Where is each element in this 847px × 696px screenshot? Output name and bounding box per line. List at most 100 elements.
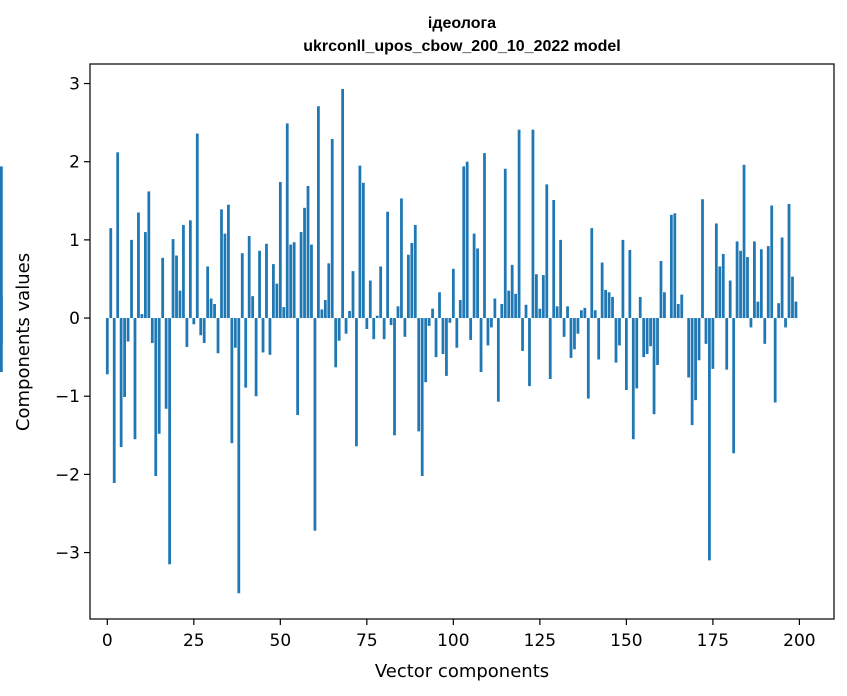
- bar-107: [476, 248, 479, 319]
- bar-149: [621, 239, 625, 319]
- bar-128: [548, 318, 552, 380]
- bar-166: [680, 294, 684, 319]
- bar-135: [573, 318, 576, 350]
- bar-53: [289, 244, 293, 319]
- y-tick-label--2: −2: [55, 465, 80, 485]
- bar-71: [351, 271, 355, 319]
- bar-126: [541, 275, 545, 319]
- bar-61: [317, 106, 320, 319]
- bar-82: [389, 318, 393, 326]
- bar-19: [171, 239, 175, 319]
- bar-44: [258, 250, 261, 319]
- x-axis-ticks: 0 25 50 75 100 125 150 175 200: [102, 619, 816, 651]
- bar-25: [192, 318, 196, 325]
- bar-31: [213, 303, 216, 319]
- y-axis-label: Components values: [13, 253, 34, 431]
- bar-191: [766, 246, 770, 319]
- bar-116: [507, 290, 511, 319]
- bar-136: [576, 318, 580, 334]
- bar-199: [794, 301, 798, 319]
- bar-186: [749, 318, 753, 328]
- bar-189: [759, 249, 763, 319]
- bar-170: [694, 318, 697, 401]
- bar-187: [753, 241, 756, 319]
- bar-94: [431, 308, 434, 319]
- y-tick-label-1: 1: [69, 231, 80, 251]
- bar-75: [365, 318, 369, 329]
- bar-105: [469, 318, 473, 340]
- bar-103: [462, 166, 466, 319]
- bar-180: [728, 280, 732, 319]
- bar-35: [227, 204, 230, 319]
- bar-66: [334, 318, 338, 368]
- bar-185: [746, 257, 749, 319]
- bar-1: [109, 228, 113, 319]
- bar-106: [472, 233, 476, 319]
- bar-125: [538, 308, 542, 319]
- bar-182: [735, 241, 739, 319]
- bar-86: [403, 318, 407, 337]
- bar-13: [150, 318, 154, 344]
- bar-179: [725, 318, 729, 370]
- bar-37: [233, 318, 237, 348]
- bar-164: [673, 213, 677, 319]
- bar-41: [247, 235, 251, 319]
- bar-195: [780, 237, 784, 319]
- bar-33: [220, 209, 223, 319]
- bar-96: [438, 292, 441, 319]
- bar-48: [272, 264, 275, 319]
- bar-201: [0, 318, 3, 372]
- bar-26: [195, 133, 199, 319]
- x-axis-label: Vector components: [375, 661, 549, 682]
- bar-133: [566, 306, 569, 319]
- bar-14: [154, 318, 158, 476]
- bar-45: [261, 318, 265, 353]
- bar-78: [375, 315, 379, 319]
- bar-51: [282, 307, 286, 319]
- bar-70: [348, 311, 351, 319]
- bar-102: [458, 300, 462, 319]
- bar-198: [791, 276, 794, 319]
- bar-115: [503, 168, 507, 319]
- bar-59: [310, 244, 313, 319]
- bar-6: [126, 318, 130, 342]
- bar-163: [669, 214, 673, 319]
- bar-43: [254, 318, 258, 397]
- bar-148: [618, 318, 621, 346]
- y-tick-label-3: 3: [69, 75, 80, 95]
- bar-18: [168, 318, 171, 565]
- bar-92: [424, 318, 428, 383]
- x-tick-label-100: 100: [437, 631, 469, 651]
- bar-137: [580, 310, 583, 319]
- bar-65: [330, 139, 334, 319]
- bar-203: [0, 318, 3, 344]
- bar-32: [216, 318, 220, 354]
- bar-67: [337, 318, 341, 341]
- bar-28: [202, 318, 206, 344]
- bar-109: [483, 153, 486, 319]
- bar-177: [718, 266, 722, 319]
- bar-27: [199, 318, 203, 336]
- bar-52: [285, 123, 289, 319]
- bar-4: [119, 318, 123, 448]
- bar-80: [382, 318, 386, 340]
- bar-117: [510, 264, 514, 319]
- bar-79: [379, 266, 383, 319]
- bar-99: [448, 318, 452, 323]
- bar-175: [711, 318, 715, 369]
- bar-85: [400, 198, 403, 319]
- bar-113: [496, 318, 500, 402]
- bar-169: [690, 318, 694, 426]
- bar-15: [157, 318, 161, 434]
- bar-49: [275, 283, 279, 319]
- bar-57: [303, 207, 306, 319]
- bar-87: [406, 254, 410, 319]
- chart-title-line2: ukrconll_upos_cbow_200_10_2022 model: [303, 38, 620, 55]
- bar-172: [701, 199, 704, 319]
- bar-144: [604, 289, 607, 319]
- bar-50: [278, 182, 282, 319]
- bar-181: [732, 318, 736, 454]
- plot-frame: [89, 63, 835, 620]
- bar-194: [777, 303, 781, 319]
- bar-16: [161, 257, 165, 319]
